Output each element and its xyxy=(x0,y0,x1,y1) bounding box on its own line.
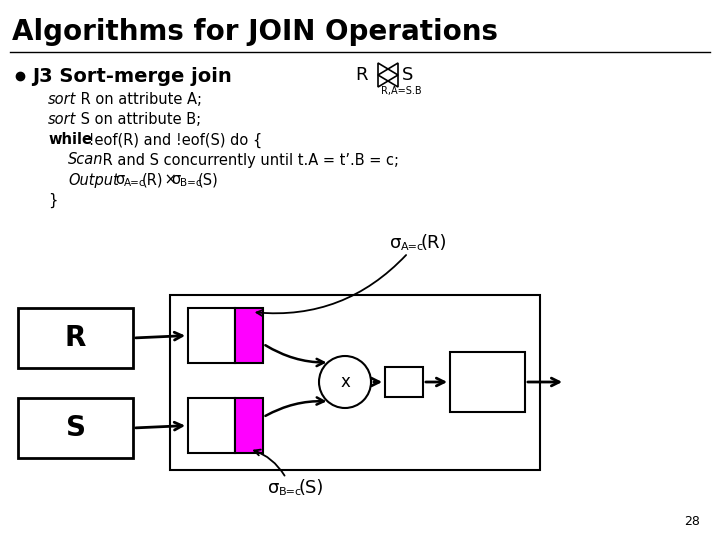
Bar xyxy=(18,308,133,368)
Text: Output: Output xyxy=(68,172,119,187)
Text: σ: σ xyxy=(115,172,125,187)
Text: R: R xyxy=(65,324,86,352)
Text: Algorithms for JOIN Operations: Algorithms for JOIN Operations xyxy=(12,18,498,46)
Text: (S): (S) xyxy=(298,479,323,497)
Text: B=c: B=c xyxy=(180,178,202,188)
Text: sort: sort xyxy=(48,112,76,127)
Text: B=c: B=c xyxy=(279,487,302,497)
Text: sort: sort xyxy=(48,92,76,107)
Text: ×: × xyxy=(160,172,181,187)
Text: 28: 28 xyxy=(684,515,700,528)
Text: S: S xyxy=(66,414,86,442)
Bar xyxy=(18,398,133,458)
Bar xyxy=(188,398,235,453)
Bar xyxy=(450,352,525,412)
Text: σ: σ xyxy=(390,234,401,252)
Text: }: } xyxy=(48,192,58,207)
Text: x: x xyxy=(340,373,350,391)
Text: S on attribute B;: S on attribute B; xyxy=(76,112,201,127)
Text: J3 Sort-merge join: J3 Sort-merge join xyxy=(32,66,232,85)
Text: S: S xyxy=(402,66,413,84)
Text: A=c: A=c xyxy=(124,178,145,188)
Bar xyxy=(235,308,263,363)
Text: R and S concurrently until t.A = t’.B = c;: R and S concurrently until t.A = t’.B = … xyxy=(98,152,399,167)
Bar xyxy=(188,308,235,363)
Text: (R): (R) xyxy=(420,234,446,252)
Bar xyxy=(235,398,263,453)
Text: R on attribute A;: R on attribute A; xyxy=(76,92,202,107)
Text: !eof(R) and !eof(S) do {: !eof(R) and !eof(S) do { xyxy=(84,132,262,147)
Text: while: while xyxy=(48,132,92,147)
Bar xyxy=(170,295,540,470)
Text: Scan: Scan xyxy=(68,152,104,167)
Text: σ: σ xyxy=(268,479,279,497)
Text: A=c: A=c xyxy=(401,242,424,252)
Text: R,A=S.B: R,A=S.B xyxy=(381,86,422,96)
Text: σ: σ xyxy=(171,172,180,187)
Text: (R): (R) xyxy=(142,172,163,187)
Bar xyxy=(385,367,423,397)
Text: (S): (S) xyxy=(198,172,219,187)
Text: R: R xyxy=(355,66,367,84)
